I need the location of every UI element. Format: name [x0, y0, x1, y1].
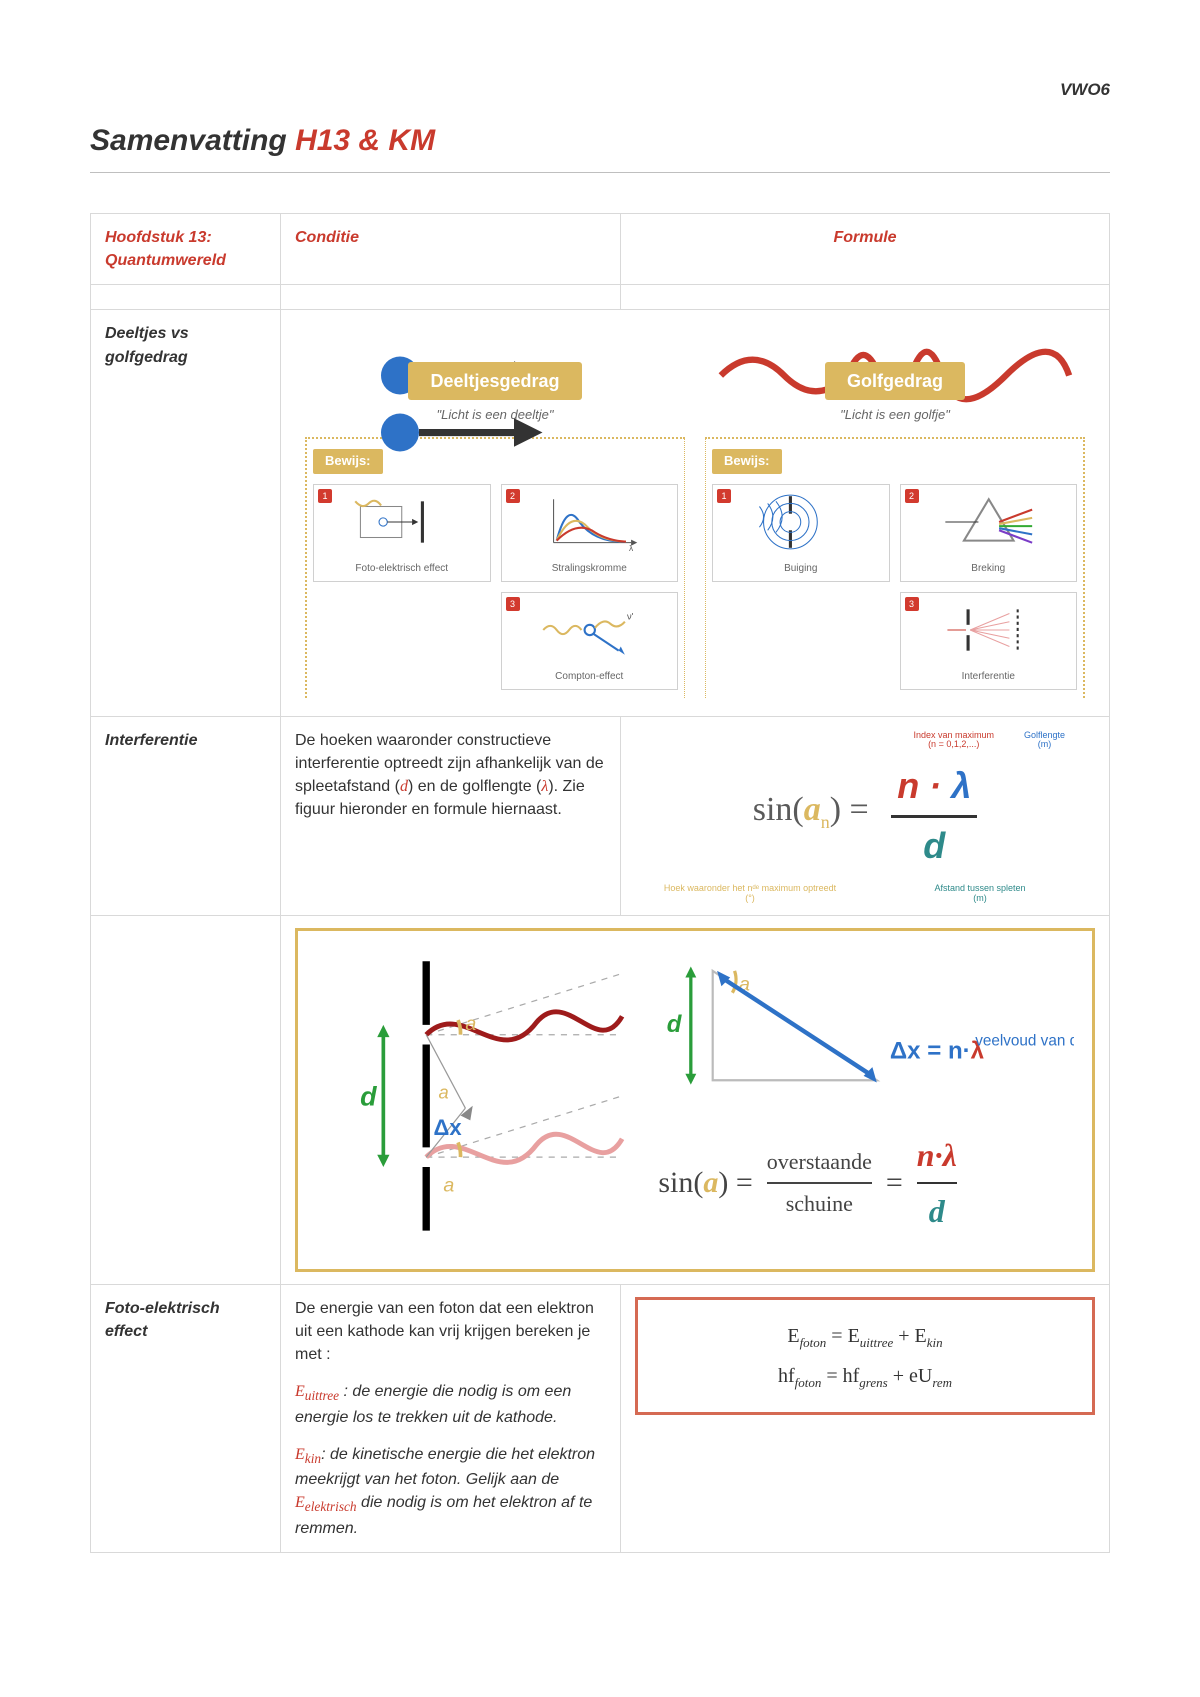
title-accent: H13 & KM	[295, 124, 435, 157]
row2-label: Interferentie	[91, 716, 281, 916]
particle-column: Deeltjesgedrag "Licht is een deeltje" Be…	[295, 322, 695, 703]
wave-pill: Golfgedrag	[825, 362, 965, 400]
th-conditie: Conditie	[281, 214, 621, 285]
row3-empty	[91, 916, 281, 1284]
header-row: Hoofdstuk 13: Quantumwereld Conditie For…	[91, 214, 1110, 285]
row1-label: Deeltjes vs golfgedrag	[91, 310, 281, 716]
proof-blackbody: 2 λ Stralingskromme	[501, 484, 679, 582]
defn-kin: Ekin: de kinetische energie die het elek…	[295, 1443, 606, 1540]
proof-interference: 3 Interferentie	[900, 592, 1078, 690]
svg-text:ν': ν'	[626, 612, 633, 622]
proof-refraction: 2 Breking	[900, 484, 1078, 582]
row-particle-wave: Deeltjes vs golfgedrag Deeltjesgedrag "L…	[91, 310, 1110, 716]
diagram-left: d a	[316, 949, 634, 1250]
diagram-right: d a Δx = n·λ veelvoud van de golflengte	[658, 949, 1074, 1234]
svg-text:veelvoud van de golflengte: veelvoud van de golflengte	[976, 1033, 1074, 1050]
svg-text:d: d	[667, 1012, 683, 1039]
particle-pill: Deeltjesgedrag	[408, 362, 581, 400]
page-title: Samenvatting H13 & KM	[90, 124, 1110, 158]
row1-content: Deeltjesgedrag "Licht is een deeltje" Be…	[281, 310, 1110, 716]
row4-text: De energie van een foton dat een elektro…	[281, 1284, 621, 1553]
row4-formula: Efoton = Euittree + Ekin hffoton = hfgre…	[621, 1284, 1110, 1553]
th-chapter: Hoofdstuk 13: Quantumwereld	[91, 214, 281, 285]
wave-icon	[705, 328, 1085, 362]
svg-text:a: a	[443, 1175, 454, 1197]
wave-bewijs: Bewijs:	[712, 449, 782, 474]
formula-line-2: hffoton = hfgrens + eUrem	[656, 1356, 1074, 1396]
photo-formula-box: Efoton = Euittree + Ekin hffoton = hfgre…	[635, 1297, 1095, 1415]
row4-label: Foto-elektrisch effect	[91, 1284, 281, 1553]
wave-column: Golfgedrag "Licht is een golfje" Bewijs:…	[695, 322, 1095, 703]
svg-text:d: d	[360, 1082, 377, 1112]
row2-text: De hoeken waaronder constructieve interf…	[281, 716, 621, 916]
title-rule	[90, 172, 1110, 173]
particle-icon	[305, 328, 685, 362]
th-formule: Formule	[621, 214, 1110, 285]
row-photoelectric: Foto-elektrisch effect De energie van ee…	[91, 1284, 1110, 1553]
row-interference: Interferentie De hoeken waaronder constr…	[91, 716, 1110, 916]
header-level: VWO6	[90, 80, 1110, 100]
row2-formula: Index van maximum(n = 0,1,2,...) Golflen…	[621, 716, 1110, 916]
summary-table: Hoofdstuk 13: Quantumwereld Conditie For…	[90, 213, 1110, 1553]
proof-compton: 3 ν' Compton-effect	[501, 592, 679, 690]
svg-text:a: a	[465, 1013, 476, 1035]
svg-text:Δx = n·λ: Δx = n·λ	[890, 1038, 985, 1065]
proof-photoelectric: 1 Foto-elektrisch effect	[313, 484, 491, 582]
spacer-row	[91, 285, 1110, 310]
row-diagram: d a	[91, 916, 1110, 1284]
yellow-frame: d a	[295, 928, 1095, 1271]
svg-text:λ: λ	[629, 544, 634, 553]
svg-text:a: a	[438, 1082, 448, 1103]
formula-line-1: Efoton = Euittree + Ekin	[656, 1316, 1074, 1356]
row3-content: d a	[281, 916, 1110, 1284]
proof-diffraction: 1 Buiging	[712, 484, 890, 582]
particle-bewijs: Bewijs:	[313, 449, 383, 474]
defn-uittree: Euittree : de energie die nodig is om ee…	[295, 1380, 606, 1429]
title-plain: Samenvatting	[90, 124, 295, 157]
svg-text:Δx: Δx	[434, 1116, 463, 1141]
deriv-formula: sin(a) = overstaandeschuine = n·λd	[658, 1132, 1074, 1235]
